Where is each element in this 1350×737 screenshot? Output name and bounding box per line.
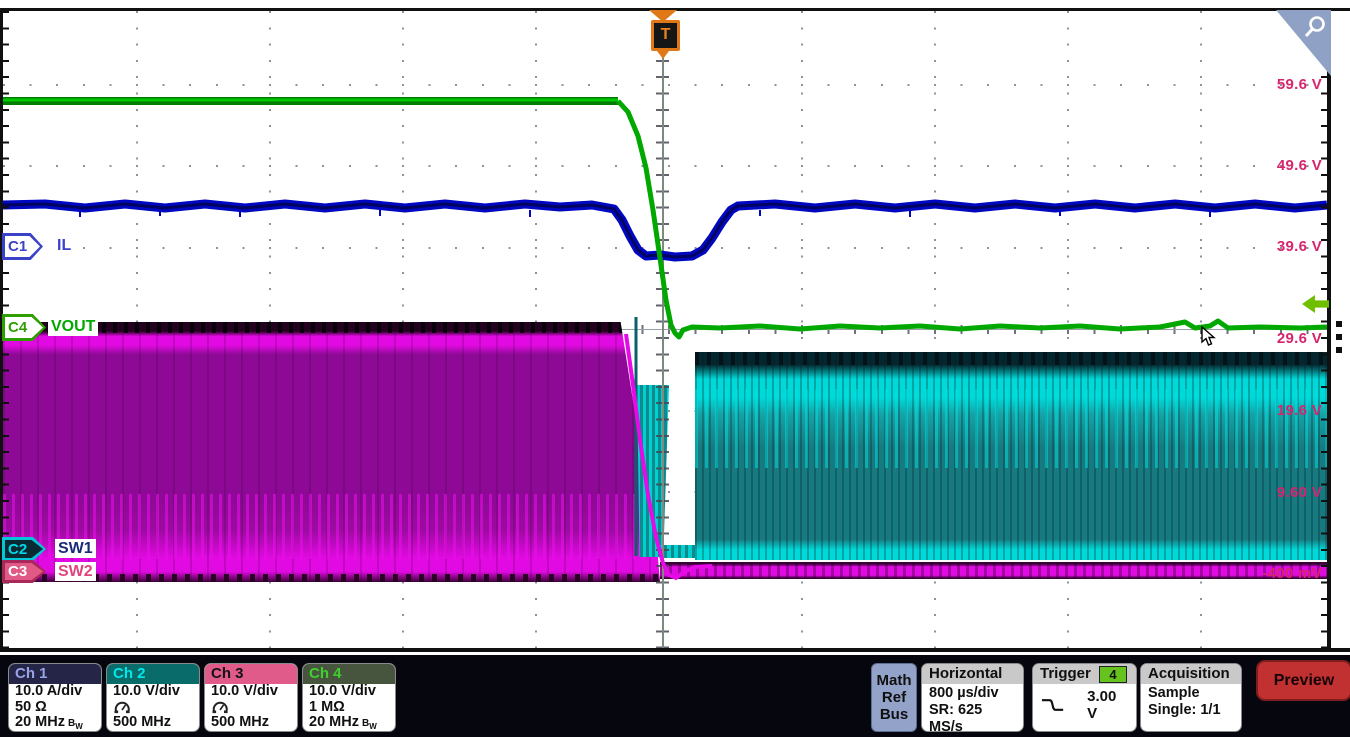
probe-coupling-icon bbox=[211, 700, 291, 716]
scale-label: -400 mV bbox=[1262, 565, 1322, 582]
sw2-low-band bbox=[660, 562, 1327, 579]
trigger-badge[interactable]: Trigger 4 3.00 V bbox=[1032, 663, 1137, 732]
sw1-switching-region-posttrigger bbox=[695, 352, 1327, 560]
trigger-source-badge: 4 bbox=[1099, 665, 1127, 683]
trace-il-core bbox=[1, 202, 1329, 259]
scale-label: 49.6 V bbox=[1276, 157, 1322, 174]
more-menu-icon[interactable] bbox=[1336, 321, 1342, 360]
trace-il-noise bbox=[79, 210, 1211, 217]
scale-label: 59.6 V bbox=[1276, 76, 1322, 93]
trigger-time-arrow[interactable] bbox=[649, 10, 677, 22]
channel-badge-ch4[interactable]: Ch 4 10.0 V/div 1 MΩ 20 MHz BW bbox=[302, 663, 396, 732]
channel-scale: 10.0 V/div bbox=[211, 683, 278, 699]
channel-name: Ch 1 bbox=[9, 664, 101, 684]
channel-scale: 10.0 V/div bbox=[113, 683, 180, 699]
acquisition-badge[interactable]: Acquisition Sample Single: 1/1 bbox=[1140, 663, 1242, 732]
mouse-cursor bbox=[1201, 326, 1216, 346]
channel-tag-label: C4 bbox=[8, 319, 28, 336]
trigger-level: 3.00 V bbox=[1087, 688, 1117, 722]
trace-label-il: IL bbox=[54, 236, 75, 255]
scale-label: 9.60 V bbox=[1276, 484, 1322, 501]
bw-limit-icon: BW bbox=[67, 718, 83, 731]
trigger-title: Trigger bbox=[1040, 665, 1091, 682]
channel-tag-label: C3 bbox=[8, 563, 28, 580]
falling-edge-icon bbox=[1041, 699, 1064, 711]
trace-il-outer bbox=[3, 204, 1327, 257]
scale-label: 19.6 V bbox=[1276, 402, 1322, 419]
sample-rate: SR: 625 MS/s bbox=[929, 702, 983, 732]
trace-label-sw2: SW2 bbox=[55, 562, 96, 581]
horizontal-badge[interactable]: Horizontal 800 µs/div SR: 625 MS/s RL: 5… bbox=[921, 663, 1024, 732]
channel-bandwidth: 20 MHz BW bbox=[309, 714, 377, 731]
channel-name: Ch 3 bbox=[205, 664, 297, 684]
sw-switching-region-pretrigger bbox=[3, 322, 660, 582]
trace-label-vout: VOUT bbox=[48, 317, 99, 336]
trace-label-sw1: SW1 bbox=[55, 539, 96, 558]
horizontal-title: Horizontal bbox=[922, 664, 1023, 684]
scale-label: 29.6 V bbox=[1276, 330, 1322, 347]
probe-coupling-icon bbox=[113, 700, 193, 716]
scale-label: 39.6 V bbox=[1276, 238, 1322, 255]
status-bar: Ch 1 10.0 A/div 50 Ω 20 MHz BW Ch 2 10.0 … bbox=[0, 655, 1350, 737]
channel-scale: 10.0 A/div bbox=[15, 683, 83, 699]
channel-name: Ch 4 bbox=[303, 664, 395, 684]
channel-tag-c3[interactable]: C3 bbox=[2, 560, 46, 583]
channel-tag-label: C2 bbox=[8, 540, 28, 558]
horizontal-scale: 800 µs/div bbox=[929, 685, 999, 701]
channel-badge-ch3[interactable]: Ch 3 10.0 V/div 500 MHz bbox=[204, 663, 298, 732]
channel-bandwidth: 500 MHz bbox=[113, 714, 172, 730]
waveform-canvas bbox=[0, 97, 1350, 581]
acquisition-mode: Sample bbox=[1148, 685, 1200, 701]
channel-badge-ch2[interactable]: Ch 2 10.0 V/div 500 MHz bbox=[106, 663, 200, 732]
acquisition-title: Acquisition bbox=[1141, 664, 1241, 684]
bw-limit-icon: BW bbox=[361, 718, 377, 731]
channel-termination: 1 MΩ bbox=[309, 698, 345, 715]
math-ref-bus-button[interactable]: Math Ref Bus bbox=[871, 663, 917, 732]
channel-badge-ch1[interactable]: Ch 1 10.0 A/div 50 Ω 20 MHz BW bbox=[8, 663, 102, 732]
trace-sw2-fall bbox=[624, 333, 713, 581]
channel-bandwidth: 500 MHz bbox=[211, 714, 270, 730]
channel-name: Ch 2 bbox=[107, 664, 199, 684]
channel-scale: 10.0 V/div bbox=[309, 683, 376, 699]
trigger-position-line[interactable] bbox=[662, 11, 664, 648]
preview-button[interactable]: Preview bbox=[1256, 660, 1350, 701]
trigger-time-marker[interactable]: T bbox=[651, 20, 680, 51]
acquisition-status: Single: 1/1 bbox=[1148, 702, 1221, 718]
channel-termination: 50 Ω bbox=[15, 698, 47, 715]
magnifier-icon bbox=[1304, 16, 1325, 38]
trigger-time-marker-tail bbox=[657, 51, 669, 59]
channel-tag-label: C1 bbox=[8, 238, 28, 255]
channel-bandwidth: 20 MHz BW bbox=[15, 714, 83, 731]
